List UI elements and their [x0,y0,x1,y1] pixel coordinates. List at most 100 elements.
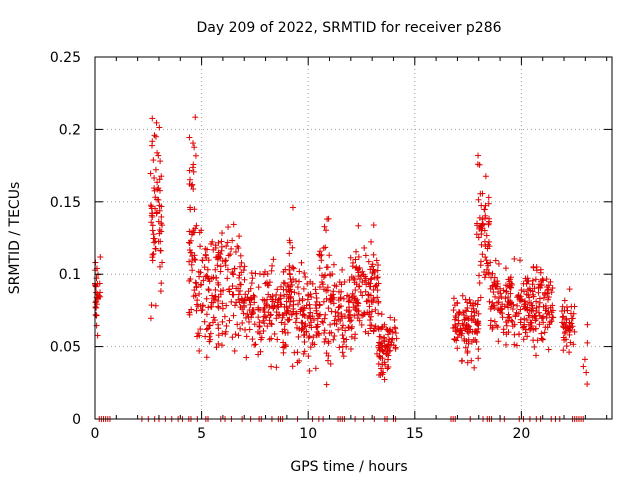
data-point-plus [523,291,530,298]
data-point-plus [219,305,226,312]
data-point-plus [285,307,292,314]
data-point-plus [355,269,362,276]
data-point-plus [224,239,231,246]
data-point-plus [483,232,490,239]
data-point-plus [512,313,519,320]
data-point-plus [320,298,327,305]
data-point-plus [507,290,514,297]
data-point-plus [265,282,272,289]
data-point-plus [339,343,346,350]
data-point-plus [482,212,489,219]
data-point-plus [251,299,258,306]
data-point-plus [188,261,195,268]
data-point-plus [522,329,529,336]
data-point-plus [194,333,201,340]
data-point-plus [212,286,219,293]
data-point-plus [540,313,547,320]
data-point-plus [491,318,498,325]
data-point-plus [296,357,303,364]
data-point-plus [453,337,460,344]
data-point-plus [372,323,379,330]
data-point-plus [270,256,277,263]
data-point-plus [353,307,360,314]
data-point-plus [375,326,382,333]
data-point-plus [528,319,535,326]
data-point-plus [269,262,276,269]
data-point-plus [380,348,387,355]
data-point-plus [309,339,316,346]
data-point-plus [157,158,164,165]
data-point-plus [493,322,500,329]
data-point-plus [321,327,328,334]
data-point-plus [487,285,494,292]
data-point-plus [508,284,515,291]
data-point-plus [219,300,226,307]
data-point-plus [229,291,236,298]
data-point-plus [536,309,543,316]
data-point-plus [94,296,101,303]
data-point-plus [217,268,224,275]
data-point-plus [151,132,158,139]
data-point-plus [478,241,485,248]
data-point-plus [456,309,463,316]
data-point-plus [289,244,296,251]
data-point-plus [584,339,591,346]
data-point-plus [497,305,504,312]
data-point-plus [212,242,219,249]
data-point-plus [285,283,292,290]
data-point-plus [474,321,481,328]
data-point-plus [241,263,248,270]
data-point-plus [495,260,502,267]
data-point-plus [248,314,255,321]
data-point-plus [560,313,567,320]
data-point-plus [386,327,393,334]
data-point-plus [505,276,512,283]
data-point-plus [524,275,531,282]
data-point-plus [295,301,302,308]
data-point-plus [221,313,228,320]
data-point-plus [210,274,217,281]
data-point-plus [521,315,528,322]
data-point-plus [541,290,548,297]
data-point-plus [481,274,488,281]
data-point-plus [369,261,376,268]
data-point-plus [485,194,492,201]
data-point-plus [227,251,234,258]
data-point-plus [536,312,543,319]
data-point-plus [341,338,348,345]
data-point-plus [289,363,296,370]
data-point-plus [351,279,358,286]
plot-border [94,56,613,420]
data-point-plus [292,310,299,317]
data-point-plus [544,324,551,331]
data-point-plus [316,265,323,272]
data-point-plus [292,319,299,326]
data-point-plus [97,289,104,296]
data-point-plus [147,202,154,209]
data-point-plus [474,328,481,335]
x-tick-label: 10 [299,426,317,442]
data-point-plus [358,321,365,328]
data-point-plus [245,313,252,320]
data-point-plus [293,310,300,317]
data-point-plus [509,306,516,313]
data-point-plus [204,266,211,273]
data-point-plus [355,222,362,229]
data-point-plus [147,170,154,177]
data-point-plus [326,252,333,259]
data-point-plus [262,313,269,320]
data-point-plus [187,206,194,213]
data-point-plus [196,229,203,236]
data-point-plus [367,317,374,324]
data-point-plus [288,279,295,286]
data-point-plus [206,333,213,340]
data-point-plus [494,278,501,285]
data-point-plus [196,273,203,280]
data-point-plus [464,349,471,356]
data-point-plus [520,324,527,331]
data-point-plus [381,376,388,383]
data-point-plus [268,363,275,370]
data-point-plus [321,338,328,345]
data-point-plus [354,302,361,309]
